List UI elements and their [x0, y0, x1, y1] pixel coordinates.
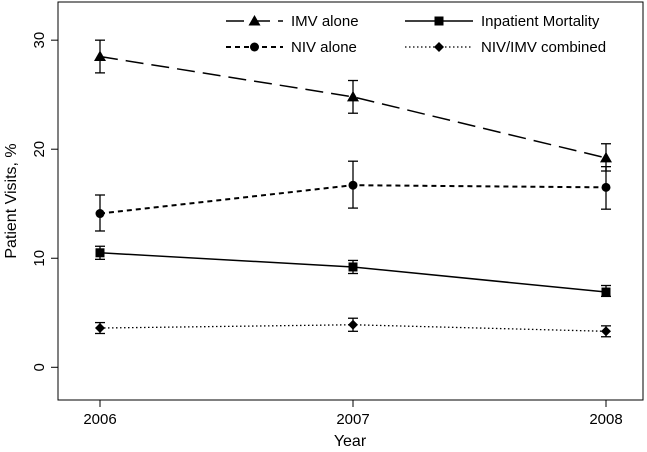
series-line-imv-alone — [99, 55, 607, 159]
legend-label-niv-alone: NIV alone — [291, 39, 357, 56]
legend-label-inpatient-mortality: Inpatient Mortality — [481, 13, 600, 30]
point-niv-alone-2006 — [95, 209, 105, 219]
legend-label-niv-imv-combined: NIV/IMV combined — [481, 39, 606, 56]
point-niv-imv-combined-2007 — [348, 319, 358, 330]
y-tick-label-20: 20 — [31, 141, 48, 158]
legend: IMV alone Inpatient Mortality NIV alone NIV… — [226, 13, 606, 56]
point-inpatient-mortality-2008 — [601, 287, 611, 297]
series-inpatient-mortality — [95, 245, 611, 298]
series-layer — [94, 39, 612, 338]
y-tick-label-30: 30 — [31, 32, 48, 49]
legend-entry-imv-alone: IMV alone — [226, 13, 359, 30]
point-niv-alone-2007 — [348, 180, 358, 190]
point-niv-alone-2008 — [601, 182, 611, 192]
legend-marker-inpatient-mortality — [434, 16, 444, 26]
plot-frame — [57, 1, 644, 401]
x-tick-label-2007: 2007 — [336, 411, 369, 428]
point-inpatient-mortality-2006 — [95, 248, 105, 258]
axes: 2006 2007 2008 0 10 20 30 — [31, 32, 623, 428]
x-axis-label: Year — [334, 433, 367, 450]
point-imv-alone-2008 — [600, 151, 612, 163]
y-tick-label-0: 0 — [31, 363, 48, 371]
point-niv-imv-combined-2008 — [601, 326, 611, 337]
series-imv-alone — [94, 39, 612, 172]
point-imv-alone-2007 — [347, 90, 359, 102]
x-tick-label-2006: 2006 — [83, 411, 116, 428]
legend-entry-niv-alone: NIV alone — [226, 39, 357, 56]
legend-entry-niv-imv-combined: NIV/IMV combined — [405, 39, 606, 56]
y-axis-label: Patient Visits, % — [3, 143, 20, 258]
legend-label-imv-alone: IMV alone — [291, 13, 359, 30]
point-imv-alone-2006 — [94, 50, 106, 62]
y-tick-label-10: 10 — [31, 250, 48, 267]
legend-entry-inpatient-mortality: Inpatient Mortality — [405, 13, 600, 30]
point-inpatient-mortality-2007 — [348, 262, 358, 272]
series-niv-alone — [95, 160, 611, 232]
point-niv-imv-combined-2006 — [95, 323, 105, 334]
legend-marker-imv-alone — [248, 15, 261, 26]
legend-marker-niv-alone — [250, 42, 259, 52]
x-tick-label-2008: 2008 — [589, 411, 622, 428]
series-niv-imv-combined — [95, 317, 611, 338]
legend-marker-niv-imv-combined — [434, 42, 444, 52]
